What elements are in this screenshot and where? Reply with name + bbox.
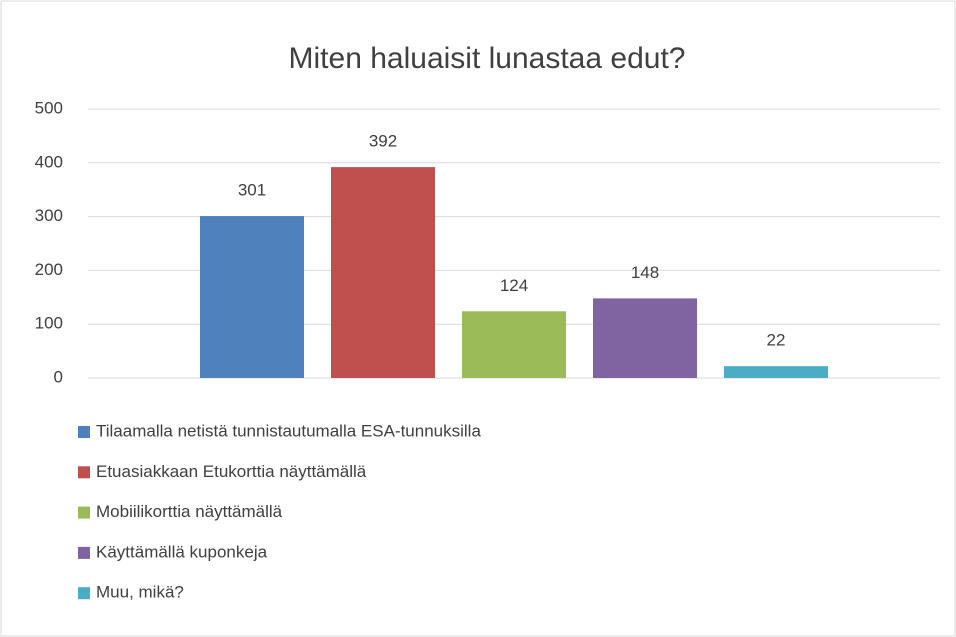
data-label: 22 — [767, 331, 786, 350]
data-label: 124 — [500, 276, 528, 295]
y-tick-label: 500 — [35, 98, 63, 117]
y-tick-label: 400 — [35, 152, 63, 171]
chart-title: Miten haluaisit lunastaa edut? — [289, 42, 686, 75]
data-label: 148 — [631, 263, 659, 282]
bar — [331, 167, 435, 378]
legend-swatch — [78, 506, 90, 519]
legend-label: Mobiilikorttia näyttämällä — [96, 502, 283, 521]
y-tick-label: 100 — [35, 314, 63, 333]
y-tick-label: 300 — [35, 206, 63, 225]
legend-swatch — [78, 426, 90, 438]
legend-label: Käyttämällä kuponkeja — [96, 542, 268, 561]
bar — [200, 216, 304, 378]
bar — [724, 366, 828, 378]
y-tick-label: 0 — [54, 367, 63, 386]
y-tick-label: 200 — [35, 260, 63, 279]
data-label: 392 — [369, 132, 397, 151]
bar — [593, 298, 697, 378]
legend-swatch — [78, 546, 90, 559]
legend-label: Tilaamalla netistä tunnistautumalla ESA-… — [96, 421, 481, 440]
legend-swatch — [78, 466, 90, 479]
data-label: 301 — [238, 181, 266, 200]
legend-label: Muu, mikä? — [96, 583, 184, 602]
legend-label: Etuasiakkaan Etukorttia näyttämällä — [96, 462, 367, 481]
legend-swatch — [78, 587, 90, 600]
bar — [462, 311, 566, 378]
